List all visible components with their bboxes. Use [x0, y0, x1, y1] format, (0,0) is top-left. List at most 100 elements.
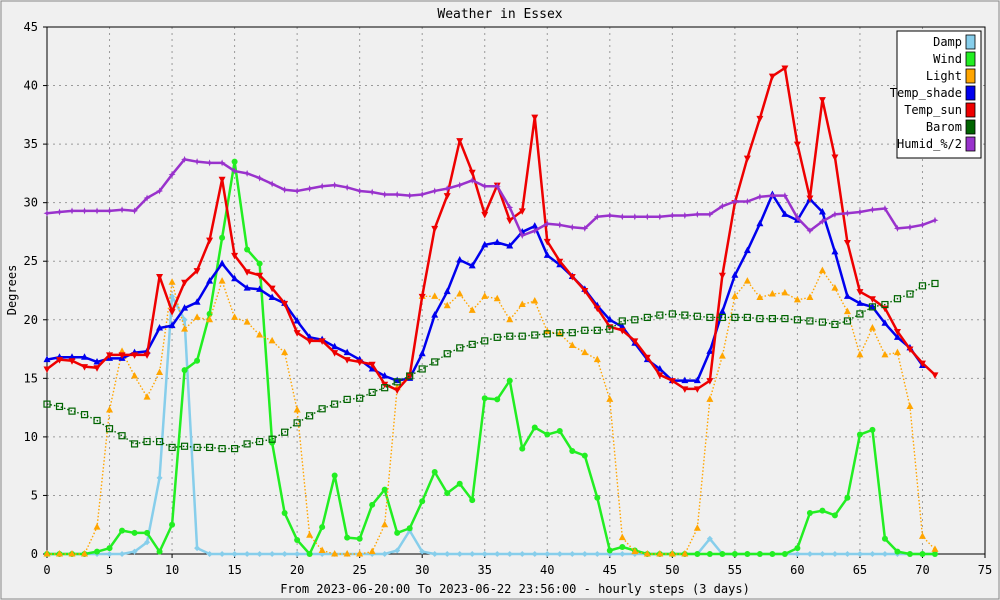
data-point-wind [581, 452, 588, 459]
data-point-barom [43, 400, 51, 408]
data-point-light [756, 293, 764, 301]
data-point-light [306, 531, 314, 538]
data-point-barom [693, 312, 701, 320]
data-point-barom [481, 337, 489, 345]
x-tick-label: 40 [540, 563, 554, 577]
data-point-temp-sun [618, 327, 626, 335]
data-point-humid-2 [656, 213, 664, 221]
data-point-damp [431, 551, 438, 557]
data-point-humid-2 [718, 202, 726, 210]
data-point-wind [569, 447, 576, 454]
data-point-temp-shade [93, 357, 101, 365]
data-point-wind [881, 535, 888, 542]
legend-swatch-temp-shade [965, 85, 976, 101]
data-point-humid-2 [881, 205, 889, 213]
data-point-humid-2 [56, 208, 64, 216]
data-point-humid-2 [243, 169, 251, 177]
data-point-temp-shade [481, 240, 489, 248]
data-point-light [331, 550, 339, 557]
data-point-temp-sun [256, 272, 264, 280]
data-point-barom [531, 331, 539, 339]
data-point-light [918, 532, 926, 539]
data-point-temp-sun [231, 252, 239, 260]
data-point-light [581, 348, 589, 356]
data-point-barom [756, 315, 764, 323]
data-point-wind [231, 158, 238, 165]
data-point-light [243, 318, 251, 325]
data-point-humid-2 [581, 224, 589, 232]
data-point-light [131, 371, 139, 379]
data-point-barom [393, 378, 401, 386]
data-point-humid-2 [456, 181, 464, 189]
data-point-light [368, 547, 376, 555]
data-point-wind [744, 551, 751, 557]
data-point-humid-2 [893, 224, 901, 232]
data-point-damp [556, 551, 563, 557]
series-line-temp-sun [46, 66, 936, 392]
data-point-temp-sun [81, 364, 89, 371]
data-point-humid-2 [93, 207, 101, 215]
data-point-temp-shade [456, 256, 464, 263]
data-point-damp [206, 551, 213, 557]
data-point-wind [769, 551, 776, 557]
legend-label-wind: Wind [933, 52, 962, 66]
data-point-wind [469, 497, 476, 504]
data-point-humid-2 [931, 216, 939, 224]
data-point-humid-2 [843, 209, 851, 217]
data-point-damp [144, 539, 151, 546]
data-point-temp-sun [481, 211, 489, 219]
data-point-temp-sun [343, 357, 351, 364]
data-point-temp-sun [693, 386, 701, 393]
data-point-wind [519, 445, 526, 452]
data-point-temp-shade [606, 315, 614, 323]
data-point-temp-sun [68, 358, 76, 365]
data-point-light [43, 550, 51, 557]
data-point-humid-2 [106, 207, 114, 215]
data-point-humid-2 [118, 206, 126, 214]
data-point-humid-2 [506, 203, 514, 211]
data-point-barom [68, 407, 76, 415]
data-point-damp [831, 551, 838, 557]
data-point-humid-2 [631, 213, 639, 221]
data-point-wind [119, 527, 126, 534]
data-point-barom [306, 412, 314, 420]
data-point-barom [881, 300, 889, 309]
data-point-temp-shade [856, 299, 864, 306]
data-point-temp-shade [506, 241, 514, 249]
data-point-temp-sun [843, 239, 851, 247]
data-point-humid-2 [868, 206, 876, 214]
data-point-light [618, 533, 626, 541]
data-point-wind [144, 529, 151, 536]
data-point-temp-sun [556, 258, 564, 266]
data-point-humid-2 [918, 221, 926, 229]
data-point-temp-sun [443, 193, 451, 200]
data-point-temp-sun [543, 238, 551, 246]
data-point-wind [594, 494, 601, 501]
data-point-temp-shade [843, 292, 851, 299]
data-point-temp-sun [893, 328, 901, 336]
data-point-humid-2 [768, 192, 776, 200]
data-point-light [181, 325, 189, 332]
data-point-humid-2 [756, 193, 764, 201]
data-point-temp-sun [43, 366, 51, 373]
data-point-damp [394, 547, 401, 554]
data-point-light [718, 352, 726, 359]
data-point-temp-sun [668, 378, 676, 385]
data-point-light [268, 336, 276, 344]
data-point-humid-2 [793, 214, 801, 222]
series-humid-2 [43, 155, 939, 239]
data-point-barom [93, 416, 101, 425]
data-point-temp-shade [293, 316, 301, 324]
data-point-barom [518, 332, 526, 340]
data-point-humid-2 [168, 171, 176, 179]
data-point-barom [80, 411, 89, 419]
data-point-temp-shade [693, 376, 701, 384]
data-point-barom [493, 333, 501, 341]
data-point-temp-sun [268, 285, 276, 293]
data-point-barom [781, 315, 789, 323]
data-point-temp-sun [531, 114, 539, 122]
x-tick-label: 55 [728, 563, 742, 577]
data-point-damp [419, 548, 426, 555]
data-point-barom [456, 344, 464, 352]
